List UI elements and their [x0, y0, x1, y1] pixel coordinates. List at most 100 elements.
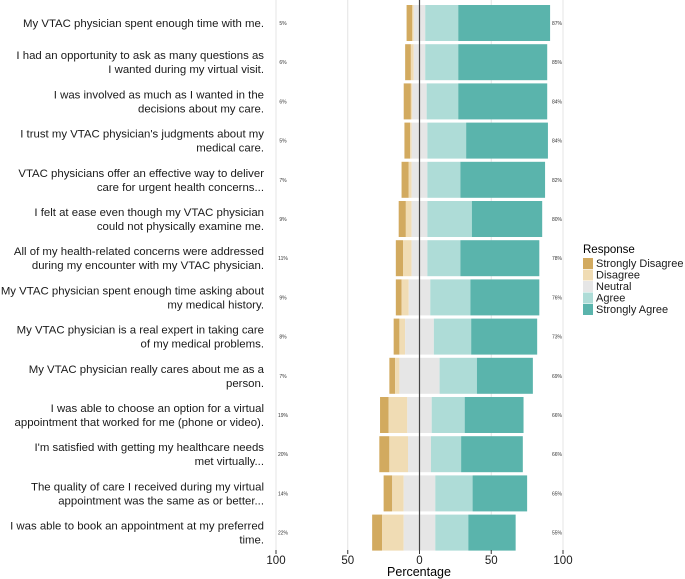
bar-9-strongly-disagree	[389, 357, 396, 394]
left-pct-label-4: 7%	[279, 178, 287, 184]
bar-13-strongly-disagree	[372, 514, 383, 551]
bar-12-agree	[435, 475, 473, 512]
item-label-3-line-1: medical care.	[196, 143, 264, 155]
legend-label-strongly-agree: Strongly Agree	[596, 304, 668, 316]
legend: Response Strongly DisagreeDisagreeNeutra…	[583, 244, 683, 316]
bar-12-strongly-agree	[472, 475, 528, 512]
left-pct-label-0: 5%	[279, 21, 287, 27]
item-label-2-line-1: decisions about my care.	[138, 103, 264, 115]
item-label-1-line-0: I had an opportunity to ask as many ques…	[16, 50, 264, 62]
item-label-8-line-1: of my medical problems.	[141, 339, 264, 351]
bar-row-11	[379, 436, 523, 473]
item-label-10-line-1: appointment that worked for me (phone or…	[15, 417, 264, 429]
item-label-11-line-1: met virtually...	[195, 456, 264, 468]
bar-4-disagree	[408, 161, 412, 198]
item-label-5: I felt at ease even though my VTAC physi…	[34, 207, 264, 233]
item-label-9: My VTAC physician really cares about me …	[29, 364, 265, 390]
bar-5-strongly-disagree	[398, 201, 406, 237]
legend-label-neutral: Neutral	[596, 281, 631, 293]
legend-label-agree: Agree	[596, 293, 625, 305]
bar-4-agree	[427, 161, 461, 198]
item-label-5-line-0: I felt at ease even though my VTAC physi…	[34, 207, 264, 219]
legend-label-disagree: Disagree	[596, 270, 640, 282]
bar-2-agree	[426, 83, 459, 120]
bar-12-disagree	[392, 475, 404, 512]
item-label-13: I was able to book an appointment at my …	[10, 521, 264, 547]
bar-6-strongly-disagree	[395, 240, 403, 277]
legend-title: Response	[583, 244, 635, 256]
bar-row-7	[395, 279, 540, 316]
bar-1-strongly-disagree	[405, 44, 411, 81]
bar-6-agree	[427, 240, 461, 277]
bar-7-strongly-agree	[470, 279, 540, 316]
bar-row-13	[372, 514, 516, 551]
bar-11-disagree	[389, 436, 409, 473]
x-tick-label-3: 50	[485, 555, 498, 567]
bar-row-12	[383, 475, 528, 512]
legend-swatch-disagree	[583, 269, 593, 281]
left-pct-label-5: 9%	[279, 217, 287, 223]
bar-8-agree	[433, 318, 472, 355]
bar-1-strongly-agree	[458, 44, 548, 81]
item-label-7-line-1: my medical history.	[167, 299, 264, 311]
bar-8-strongly-disagree	[393, 318, 400, 355]
item-label-3: I trust my VTAC physician's judgments ab…	[20, 129, 264, 155]
item-label-0: My VTAC physician spent enough time with…	[23, 18, 264, 30]
item-label-13-line-1: time.	[239, 535, 264, 547]
bar-2-strongly-agree	[458, 83, 548, 120]
item-label-6-line-1: during my encounter with my VTAC physici…	[32, 260, 264, 272]
item-label-12-line-0: The quality of care I received during my…	[31, 481, 264, 493]
left-pct-label-12: 14%	[278, 491, 289, 497]
left-pct-label-2: 6%	[279, 99, 287, 105]
item-label-12-line-1: appointment was the same as or better...	[58, 495, 264, 507]
right-pct-label-9: 69%	[552, 374, 563, 380]
right-pct-label-8: 73%	[552, 335, 563, 341]
bar-13-strongly-agree	[468, 514, 516, 551]
item-label-9-line-0: My VTAC physician really cares about me …	[29, 364, 265, 376]
legend-label-strongly-disagree: Strongly Disagree	[596, 258, 683, 270]
bar-10-strongly-disagree	[380, 397, 389, 433]
left-pct-label-7: 9%	[279, 295, 287, 301]
bar-0-disagree	[412, 5, 414, 41]
left-pct-label-10: 19%	[278, 413, 289, 419]
legend-swatch-strongly-disagree	[583, 258, 593, 269]
bar-4-strongly-disagree	[401, 161, 409, 198]
right-pct-label-11: 66%	[552, 452, 563, 458]
item-label-7: My VTAC physician spent enough time aski…	[1, 285, 265, 311]
bar-3-agree	[427, 122, 467, 159]
item-label-4-line-0: VTAC physicians offer an effective way t…	[18, 168, 264, 180]
x-tick-label-2: 0	[416, 555, 422, 567]
left-pct-label-13: 22%	[278, 531, 289, 537]
bar-7-disagree	[401, 279, 409, 316]
item-label-6-line-0: All of my health-related concerns were a…	[14, 246, 264, 258]
bar-row-4	[401, 161, 546, 198]
bar-6-disagree	[402, 240, 412, 277]
item-label-2: I was involved as much as I wanted in th…	[54, 89, 264, 115]
bar-13-agree	[435, 514, 469, 551]
item-label-12: The quality of care I received during my…	[31, 481, 264, 507]
right-pct-label-6: 78%	[552, 256, 563, 262]
right-pct-label-13: 55%	[552, 531, 563, 537]
left-pct-label-11: 20%	[278, 452, 289, 458]
left-pct-label-3: 5%	[279, 139, 287, 145]
bar-11-agree	[430, 436, 462, 473]
bar-row-2	[403, 83, 548, 120]
bar-2-strongly-disagree	[403, 83, 411, 120]
x-tick-label-0: 100	[266, 555, 285, 567]
bar-row-0	[406, 5, 551, 41]
right-pct-label-4: 82%	[552, 178, 563, 184]
item-label-3-line-0: I trust my VTAC physician's judgments ab…	[20, 129, 264, 141]
right-pct-label-7: 76%	[552, 295, 563, 301]
bar-7-strongly-disagree	[395, 279, 402, 316]
bar-row-5	[398, 201, 543, 237]
legend-swatch-strongly-agree	[583, 304, 593, 315]
item-label-8-line-0: My VTAC physician is a real expert in ta…	[17, 325, 264, 337]
item-label-6: All of my health-related concerns were a…	[14, 246, 264, 272]
item-label-4: VTAC physicians offer an effective way t…	[18, 168, 264, 194]
bar-10-disagree	[388, 397, 408, 433]
bar-9-agree	[439, 357, 477, 394]
bar-10-agree	[431, 397, 465, 433]
right-pct-label-3: 84%	[552, 139, 563, 145]
x-tick-label-1: 50	[341, 555, 354, 567]
item-label-10: I was able to choose an option for a vir…	[15, 403, 264, 429]
